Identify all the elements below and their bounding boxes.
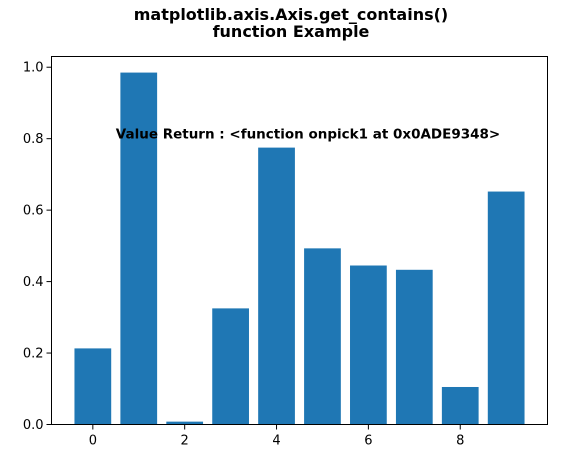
bar-7 [396, 270, 433, 425]
bar-6 [350, 266, 387, 425]
bar-5 [304, 248, 341, 424]
x-tick-label-0: 0 [89, 434, 97, 449]
x-tick-label-2: 2 [181, 434, 189, 449]
y-tick-label-1: 0.2 [23, 347, 44, 362]
bars-layer [74, 73, 524, 425]
x-tick-label-4: 4 [272, 434, 280, 449]
bar-3 [212, 308, 249, 424]
bar-0 [74, 348, 111, 424]
bar-8 [442, 387, 479, 425]
y-tick-label-5: 1.0 [23, 61, 44, 76]
bar-9 [488, 192, 525, 425]
y-tick-label-3: 0.6 [23, 204, 44, 219]
chart-annotation: Value Return : <function onpick1 at 0x0A… [116, 127, 500, 143]
bar-1 [120, 73, 157, 425]
x-tick-label-6: 6 [364, 434, 372, 449]
x-tick-label-8: 8 [456, 434, 464, 449]
y-tick-label-4: 0.8 [23, 132, 44, 147]
bar-4 [258, 148, 295, 425]
y-tick-label-0: 0.0 [23, 418, 44, 433]
chart-title-line-2: function Example [213, 22, 370, 41]
y-tick-label-2: 0.4 [23, 275, 44, 290]
